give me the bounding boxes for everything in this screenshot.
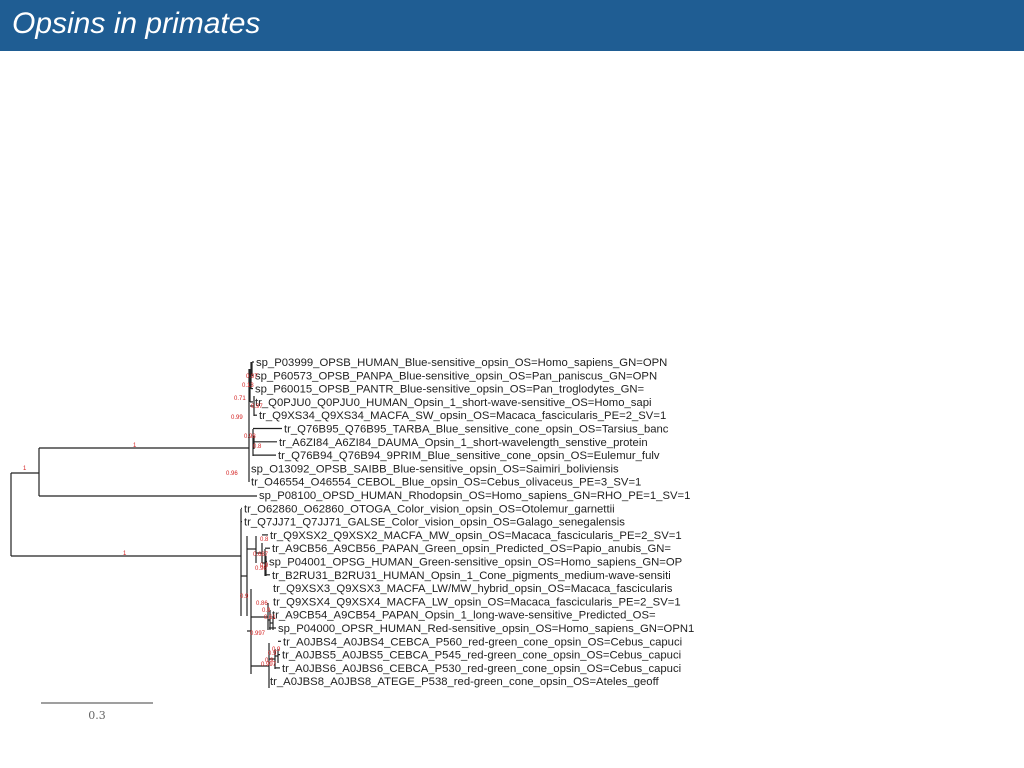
leaf-label: tr_O46554_O46554_CEBOL_Blue_opsin_OS=Ceb… <box>251 477 641 489</box>
support-value: 0.71 <box>234 396 246 402</box>
page-title: Opsins in primates <box>12 7 261 40</box>
leaf-label: sp_P04000_OPSR_HUMAN_Red-sensitive_opsin… <box>278 623 694 635</box>
support-value: 0.97 <box>246 374 258 380</box>
support-value: 0.9 <box>268 651 277 657</box>
leaf-label: sp_P60573_OPSB_PANPA_Blue-sensitive_opsi… <box>255 370 657 382</box>
support-value: 0.61 <box>264 615 276 621</box>
support-value: 0.96 <box>226 471 238 477</box>
support-value: 0.96 <box>255 566 267 572</box>
leaf-label: tr_A0JBS5_A0JBS5_CEBCA_P545_red-green_co… <box>282 650 681 662</box>
leaf-label: tr_B2RU31_B2RU31_HUMAN_Opsin_1_Cone_pigm… <box>272 570 671 582</box>
leaf-label: tr_Q0PJU0_Q0PJU0_HUMAN_Opsin_1_short-wav… <box>255 397 652 409</box>
support-value: 0.9 <box>272 647 281 653</box>
tree-branches <box>10 361 282 688</box>
support-value: 0.86 <box>256 601 268 607</box>
leaf-label: sp_P04001_OPSG_HUMAN_Green-sensitive_ops… <box>269 557 682 569</box>
support-value: 0.9 <box>265 658 274 664</box>
support-value: 0.8 <box>260 537 269 543</box>
support-value: 0.9 <box>260 563 269 569</box>
support-value: 0.9 <box>262 608 271 614</box>
tree-support-values: 1110.980.710.990.130.970.960.970.80.960.… <box>23 374 281 668</box>
support-value: 0.997 <box>261 662 277 668</box>
support-value: 1 <box>23 466 27 472</box>
support-value: 0.99 <box>231 415 243 421</box>
leaf-label: tr_A9CB54_A9CB54_PAPAN_Opsin_1_long-wave… <box>272 610 656 622</box>
leaf-label: tr_Q9XSX4_Q9XSX4_MACFA_LW_opsin_OS=Macac… <box>273 596 681 608</box>
leaf-label: sp_P08100_OPSD_HUMAN_Rhodopsin_OS=Homo_s… <box>259 490 690 502</box>
leaf-label: tr_A9CB56_A9CB56_PAPAN_Green_opsin_Predi… <box>272 543 671 555</box>
support-value: 0.9 <box>240 594 249 600</box>
support-value: 0.97 <box>251 404 263 410</box>
support-value: 0.687 <box>253 552 269 558</box>
title-bar: Opsins in primates <box>0 0 1024 51</box>
leaf-label: sp_P60015_OPSB_PANTR_Blue-sensitive_opsi… <box>255 384 645 396</box>
leaf-label: sp_O13092_OPSB_SAIBB_Blue-sensitive_opsi… <box>251 463 619 475</box>
leaf-label: tr_Q9XSX3_Q9XSX3_MACFA_LW/MW_hybrid_opsi… <box>273 583 673 595</box>
support-value: 1 <box>133 443 137 449</box>
leaf-label: tr_A0JBS8_A0JBS8_ATEGE_P538_red-green_co… <box>270 676 660 688</box>
leaf-label: tr_A0JBS4_A0JBS4_CEBCA_P560_red-green_co… <box>283 636 682 648</box>
scale-bar: 0.3 <box>41 702 153 722</box>
leaf-label: tr_A0JBS6_A0JBS6_CEBCA_P530_red-green_co… <box>282 663 681 675</box>
support-value: 0.997 <box>250 631 266 637</box>
support-value: 0.98 <box>244 434 256 440</box>
leaf-label: tr_Q9XSX2_Q9XSX2_MACFA_MW_opsin_OS=Macac… <box>270 530 682 542</box>
leaf-label: tr_A6ZI84_A6ZI84_DAUMA_Opsin_1_short-wav… <box>279 437 648 449</box>
support-value: 0.13 <box>242 383 254 389</box>
leaf-label: sp_P03999_OPSB_HUMAN_Blue-sensitive_opsi… <box>256 357 667 369</box>
leaf-label: tr_O62860_O62860_OTOGA_Color_vision_opsi… <box>244 503 615 515</box>
support-value: 1 <box>123 551 127 557</box>
leaf-label: tr_Q7JJ71_Q7JJ71_GALSE_Color_vision_opsi… <box>244 517 625 529</box>
leaf-label: tr_Q76B94_Q76B94_9PRIM_Blue_sensitive_co… <box>278 450 660 462</box>
support-value: 0.8 <box>253 444 262 450</box>
leaf-label: tr_Q9XS34_Q9XS34_MACFA_SW_opsin_OS=Macac… <box>259 410 666 422</box>
scale-bar-label: 0.3 <box>88 709 106 722</box>
tree-leaf-labels: sp_P03999_OPSB_HUMAN_Blue-sensitive_opsi… <box>244 357 694 688</box>
leaf-label: tr_Q76B95_Q76B95_TARBA_Blue_sensitive_co… <box>284 424 669 436</box>
